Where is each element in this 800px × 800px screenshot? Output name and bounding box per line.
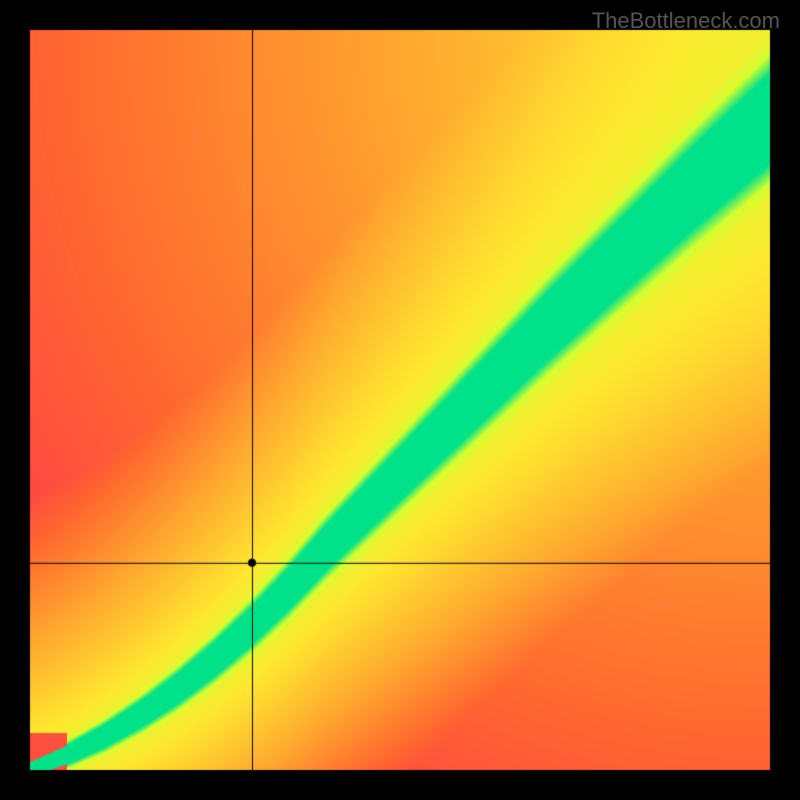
watermark-text: TheBottleneck.com	[592, 8, 780, 34]
heatmap-canvas	[0, 0, 800, 800]
chart-container: TheBottleneck.com	[0, 0, 800, 800]
